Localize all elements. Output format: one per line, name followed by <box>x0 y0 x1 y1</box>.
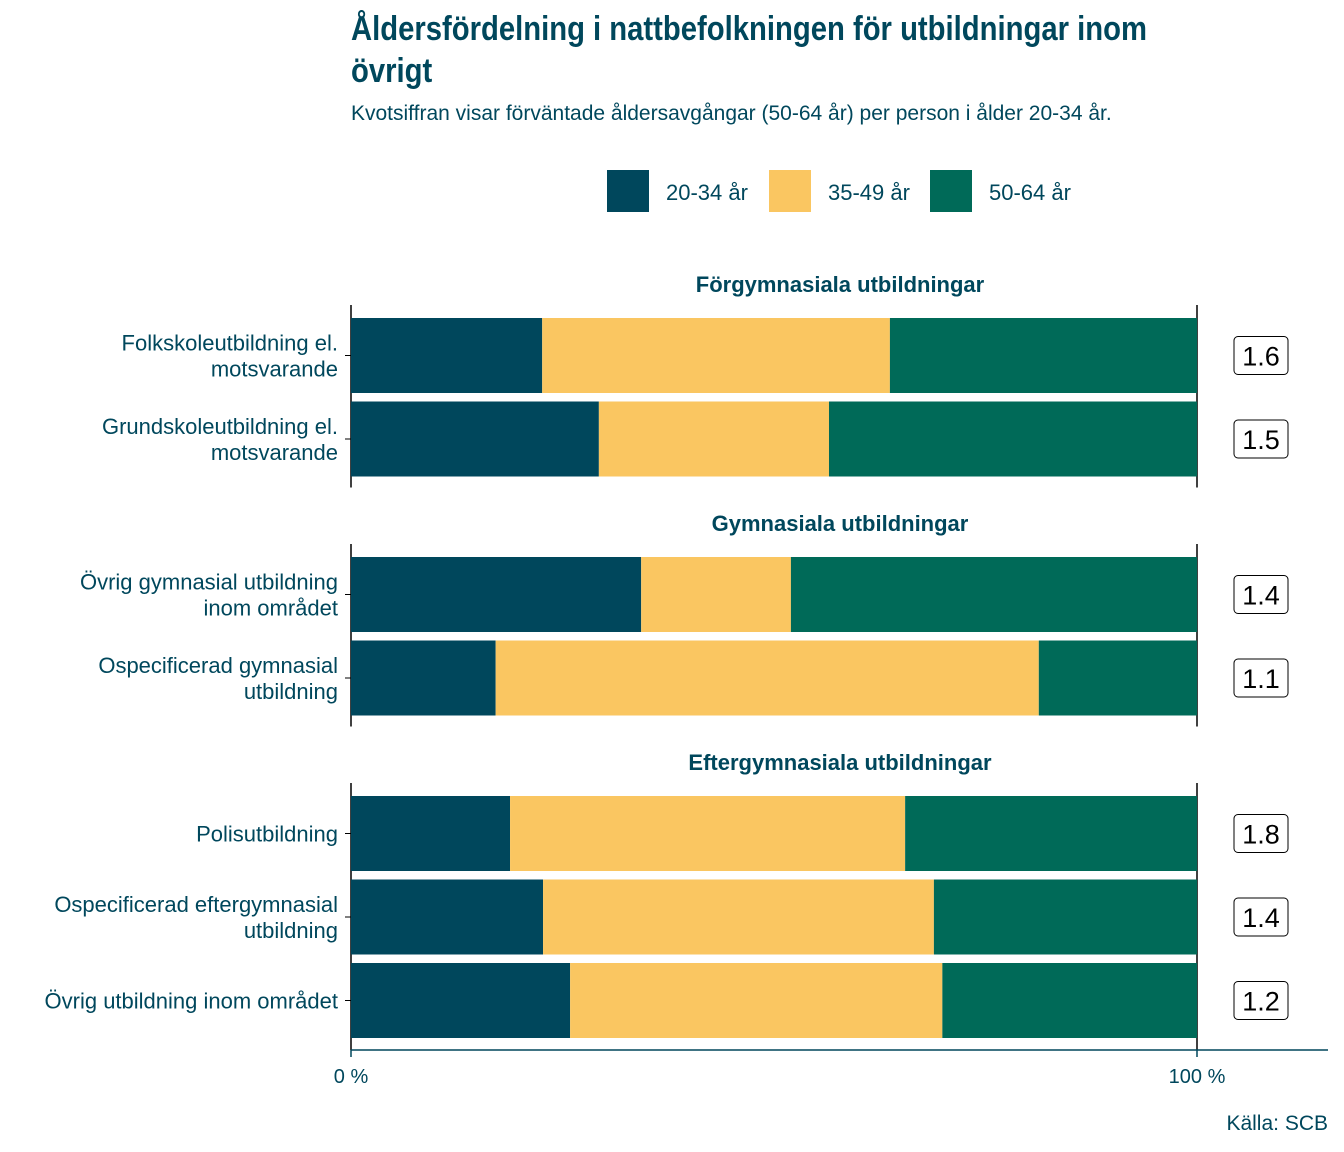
ratio-label: 1.6 <box>1242 342 1280 372</box>
category-label: inom området <box>203 596 338 621</box>
legend-label: 50-64 år <box>989 180 1071 205</box>
bar-segment-20-34år <box>351 796 511 871</box>
ratio-label: 1.1 <box>1242 664 1280 694</box>
ratio-label-box <box>1233 897 1289 937</box>
facet-title: Eftergymnasiala utbildningar <box>688 750 992 775</box>
bar-segment-50-64år <box>1038 640 1197 716</box>
category-label: Övrig gymnasial utbildning <box>80 570 338 595</box>
category-label: motsvarande <box>211 357 338 382</box>
bar-segment-20-34år <box>351 879 544 955</box>
bar-segment-50-64år <box>828 401 1197 477</box>
source-note: Källa: SCB <box>1226 1112 1328 1135</box>
bar-segment-50-64år <box>889 318 1197 393</box>
ratio-label-box <box>1233 419 1289 459</box>
bar-segment-20-34år <box>351 963 571 1038</box>
bar-segment-35-49år <box>570 963 943 1038</box>
category-label: utbildning <box>244 918 338 943</box>
ratio-label-box <box>1233 981 1289 1020</box>
ratio-label: 1.5 <box>1242 425 1280 455</box>
category-label: Övrig utbildning inom området <box>45 989 338 1014</box>
bar-segment-20-34år <box>351 557 642 632</box>
ratio-label-box <box>1233 658 1289 698</box>
bar-segment-20-34år <box>351 640 496 716</box>
bar-segment-35-49år <box>641 557 791 632</box>
category-label: Folkskoleutbildning el. <box>122 331 338 356</box>
bar-segment-20-34år <box>351 401 599 477</box>
legend-swatch <box>607 170 649 212</box>
bar-segment-35-49år <box>598 401 829 477</box>
category-label: utbildning <box>244 679 338 704</box>
chart-subtitle: Kvotsiffran visar förväntade åldersavgån… <box>351 102 1112 125</box>
bar-segment-35-49år <box>542 318 890 393</box>
bar-segment-35-49år <box>543 879 934 955</box>
ratio-label-box <box>1233 814 1289 853</box>
bar-segment-50-64år <box>942 963 1197 1038</box>
ratio-label: 1.4 <box>1242 903 1280 933</box>
facet-title: Förgymnasiala utbildningar <box>696 272 985 297</box>
x-tick-label: 100 % <box>1169 1066 1226 1088</box>
category-label: motsvarande <box>211 440 338 465</box>
bar-segment-35-49år <box>510 796 906 871</box>
legend-label: 35-49 år <box>828 180 910 205</box>
x-tick-label: 0 % <box>334 1066 369 1088</box>
legend-label: 20-34 år <box>666 180 748 205</box>
category-label: Polisutbildning <box>196 822 338 847</box>
legend-swatch <box>930 170 972 212</box>
ratio-label: 1.4 <box>1242 581 1280 611</box>
ratio-label: 1.2 <box>1242 987 1280 1017</box>
category-label: Grundskoleutbildning el. <box>102 414 338 439</box>
category-label: Ospecificerad eftergymnasial <box>54 892 338 917</box>
chart-title: Åldersfördelning i nattbefolkningen för … <box>351 10 1147 90</box>
category-label: Ospecificerad gymnasial <box>98 653 338 678</box>
bar-segment-50-64år <box>790 557 1197 632</box>
ratio-label-box <box>1233 575 1289 614</box>
legend-swatch <box>769 170 811 212</box>
bar-segment-50-64år <box>933 879 1197 955</box>
bar-segment-35-49år <box>495 640 1039 716</box>
ratio-label-box <box>1233 336 1289 375</box>
bar-segment-50-64år <box>905 796 1197 871</box>
bar-segment-20-34år <box>351 318 543 393</box>
ratio-label: 1.8 <box>1242 820 1280 850</box>
facet-title: Gymnasiala utbildningar <box>712 511 969 536</box>
